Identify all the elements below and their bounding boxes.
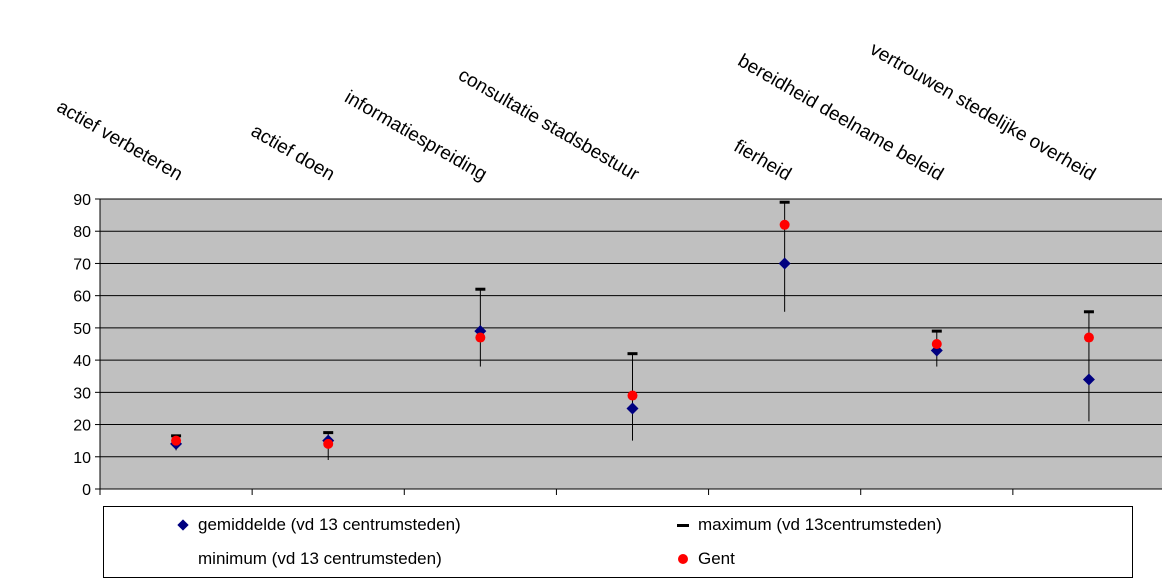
y-tick-label: 90 <box>73 192 91 209</box>
gent-marker <box>171 435 182 446</box>
x-category-label: actief verbeteren <box>53 96 186 185</box>
legend-label-gemiddelde: gemiddelde (vd 13 centrumsteden) <box>198 515 461 534</box>
legend-label-gent: Gent <box>698 549 735 568</box>
gent-marker <box>779 219 790 230</box>
legend-diamond-icon <box>174 516 192 534</box>
gent-marker <box>1083 332 1094 343</box>
legend-item-minimum: minimum (vd 13 centrumsteden) <box>174 549 442 569</box>
gemiddelde-marker <box>626 402 639 415</box>
legend-item-maximum: maximum (vd 13centrumsteden) <box>674 515 942 535</box>
x-category-label: actief doen <box>247 121 338 186</box>
y-tick-label: 10 <box>73 450 91 467</box>
legend-label-maximum: maximum (vd 13centrumsteden) <box>698 515 942 534</box>
legend: gemiddelde (vd 13 centrumsteden) maximum… <box>103 506 1133 578</box>
legend-label-minimum: minimum (vd 13 centrumsteden) <box>198 549 442 568</box>
legend-item-gemiddelde: gemiddelde (vd 13 centrumsteden) <box>174 515 461 535</box>
x-category-label: informatiespreiding <box>341 87 491 185</box>
y-tick-label: 0 <box>82 482 91 499</box>
gent-marker <box>627 390 638 401</box>
y-tick-label: 30 <box>73 385 91 402</box>
legend-blank-icon <box>174 550 192 568</box>
y-tick-label: 70 <box>73 256 91 273</box>
gemiddelde-marker <box>1082 373 1095 386</box>
plot-area <box>100 199 1162 489</box>
gent-marker <box>931 339 942 349</box>
legend-item-gent: Gent <box>674 549 735 569</box>
gent-marker <box>475 332 486 343</box>
y-tick-label: 50 <box>73 321 91 338</box>
y-tick-label: 60 <box>73 289 91 306</box>
gemiddelde-marker <box>778 257 791 270</box>
gent-marker <box>323 438 334 449</box>
y-tick-label: 20 <box>73 418 91 435</box>
y-tick-label: 40 <box>73 353 91 370</box>
x-category-label: fierheid <box>730 136 794 185</box>
legend-dash-icon <box>674 516 692 534</box>
chart-svg: 0 10 20 30 40 50 60 70 80 90 actief verbeteren acti… <box>53 39 1162 499</box>
y-tick-label: 80 <box>73 224 91 241</box>
legend-dot-icon <box>674 550 692 568</box>
